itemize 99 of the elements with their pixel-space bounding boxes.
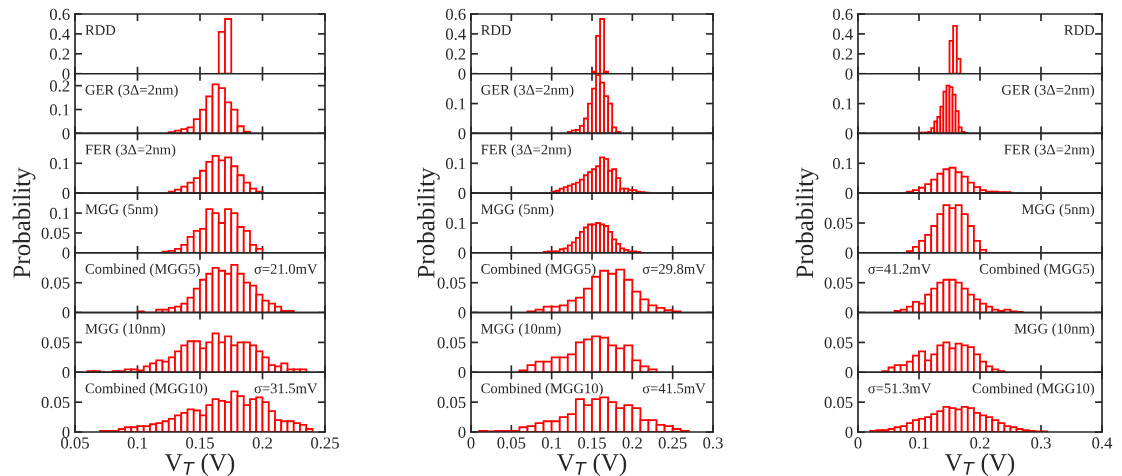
annotation: MGG (10nm) (85, 323, 165, 337)
y-tick-label: 0.6 (832, 8, 853, 21)
y-tick-label: 0 (62, 68, 70, 80)
y-tick-label: 0.4 (49, 28, 70, 40)
y-tick-label: 0 (845, 307, 853, 319)
annotation: Combined (MGG5) (979, 263, 1095, 277)
x-tick-label: 0.3 (703, 437, 723, 449)
x-tick-label: 0 (467, 437, 475, 449)
y-tick-label: 0.05 (437, 337, 466, 349)
x-tick-label: 0.15 (578, 437, 606, 449)
x-tick-label: 0.05 (497, 437, 526, 449)
y-tick-label: 0.2 (832, 48, 853, 60)
annotation: FER (3Δ=2nm) (481, 144, 571, 158)
y-tick-label: 0.05 (824, 277, 853, 289)
y-tick-label: 0.2 (445, 48, 466, 60)
annotation: GER (3Δ=2nm) (85, 84, 178, 98)
y-tick-label: 0 (458, 426, 466, 438)
y-tick-label: 0 (458, 366, 466, 379)
annotation: Combined (MGG10) (972, 383, 1095, 397)
y-tick-label: 0.1 (445, 98, 466, 110)
y-tick-label: 0 (62, 187, 70, 200)
x-tick-label: 0 (854, 437, 862, 449)
y-tick-label: 0.05 (41, 277, 70, 289)
x-axis-title: V$_{T}$ (V) (164, 453, 235, 476)
annotation: σ=51.3mV (868, 383, 932, 394)
annotation: σ=29.8mV (642, 264, 706, 274)
y-tick-label: 0 (458, 128, 466, 140)
annotation: σ=41.2mV (868, 264, 932, 274)
y-tick-label: 0.4 (445, 28, 466, 40)
annotation: Combined (MGG5) (481, 263, 596, 277)
y-tick-label: 0 (845, 247, 853, 259)
y-tick-label: 0.1 (832, 98, 853, 110)
y-tick-label: 0 (845, 187, 853, 200)
annotation: GER (3Δ=2nm) (481, 84, 574, 98)
y-tick-label: 0.1 (49, 104, 70, 116)
annotation: MGG (5nm) (481, 203, 554, 218)
y-tick-label: 0.05 (41, 227, 70, 239)
annotation: Combined (MGG5) (85, 263, 200, 277)
x-tick-label: 0.15 (186, 437, 214, 449)
x-tick-label: 0.2 (622, 437, 642, 449)
annotation: MGG (10nm) (1014, 323, 1095, 337)
annotation: RDD (1064, 25, 1095, 35)
x-tick-label: 0.3 (1031, 437, 1051, 449)
x-axis-title: V$_{T}$ (V) (556, 453, 627, 476)
x-tick-label: 0.1 (541, 437, 562, 449)
annotation: MGG (5nm) (85, 203, 158, 218)
x-tick-label: 0.25 (311, 437, 339, 449)
y-tick-label: 0.05 (437, 396, 466, 409)
annotation: Combined (MGG10) (85, 383, 208, 397)
annotation: σ=21.0mV (254, 264, 318, 274)
annotation: RDD (85, 25, 116, 35)
x-tick-label: 0.1 (909, 437, 929, 449)
y-tick-label: 0 (62, 307, 70, 319)
y-tick-label: 0 (458, 247, 466, 259)
y-tick-label: 0.6 (49, 8, 70, 21)
x-tick-label: 0.1 (127, 437, 147, 449)
y-tick-label: 0 (845, 68, 853, 80)
annotation: GER (3Δ=2nm) (1001, 84, 1095, 98)
y-tick-label: 0.6 (445, 8, 466, 21)
y-tick-label: 0 (845, 366, 853, 379)
y-tick-label: 0.05 (824, 396, 853, 409)
y-tick-label: 0 (458, 187, 466, 200)
annotation: σ=31.5mV (254, 383, 318, 394)
annotation: FER (3Δ=2nm) (85, 144, 176, 158)
y-tick-label: 0 (62, 426, 70, 438)
y-tick-label: 0.05 (824, 337, 853, 349)
y-axis-title: Probability (795, 167, 819, 278)
y-tick-label: 0.05 (41, 396, 70, 409)
y-tick-label: 0.05 (824, 217, 853, 230)
annotation: RDD (481, 25, 511, 35)
y-tick-label: 0 (62, 128, 70, 140)
annotation: Combined (MGG10) (481, 383, 603, 397)
x-tick-label: 0.4 (1092, 437, 1113, 449)
annotation: σ=41.5mV (642, 383, 706, 394)
y-axis-title: Probability (417, 167, 440, 278)
y-tick-label: 0 (458, 68, 466, 80)
x-tick-label: 0.25 (658, 437, 687, 449)
y-axis-title: Probability (12, 167, 36, 278)
y-tick-label: 0.4 (832, 28, 853, 40)
x-tick-label: 0.2 (970, 437, 990, 449)
y-tick-label: 0 (62, 247, 70, 259)
y-tick-label: 0.1 (445, 217, 466, 230)
y-tick-label: 0 (845, 426, 853, 438)
y-tick-label: 0.2 (49, 48, 70, 60)
y-tick-label: 0 (458, 307, 466, 319)
y-tick-label: 0.1 (832, 157, 853, 170)
y-tick-label: 0.2 (49, 80, 70, 92)
y-tick-label: 0.1 (49, 157, 70, 170)
y-tick-label: 0 (62, 366, 70, 379)
y-tick-label: 0.05 (41, 337, 70, 349)
annotation: MGG (10nm) (481, 323, 561, 337)
y-tick-label: 0.1 (49, 207, 70, 220)
x-axis-title: V$_{T}$ (V) (944, 453, 1015, 476)
annotation: MGG (5nm) (1021, 203, 1095, 218)
x-tick-label: 0.2 (252, 437, 272, 449)
annotation: FER (3Δ=2nm) (1004, 144, 1095, 158)
y-tick-label: 0.05 (437, 277, 466, 289)
y-tick-label: 0.1 (445, 157, 466, 170)
y-tick-label: 0 (845, 128, 853, 140)
